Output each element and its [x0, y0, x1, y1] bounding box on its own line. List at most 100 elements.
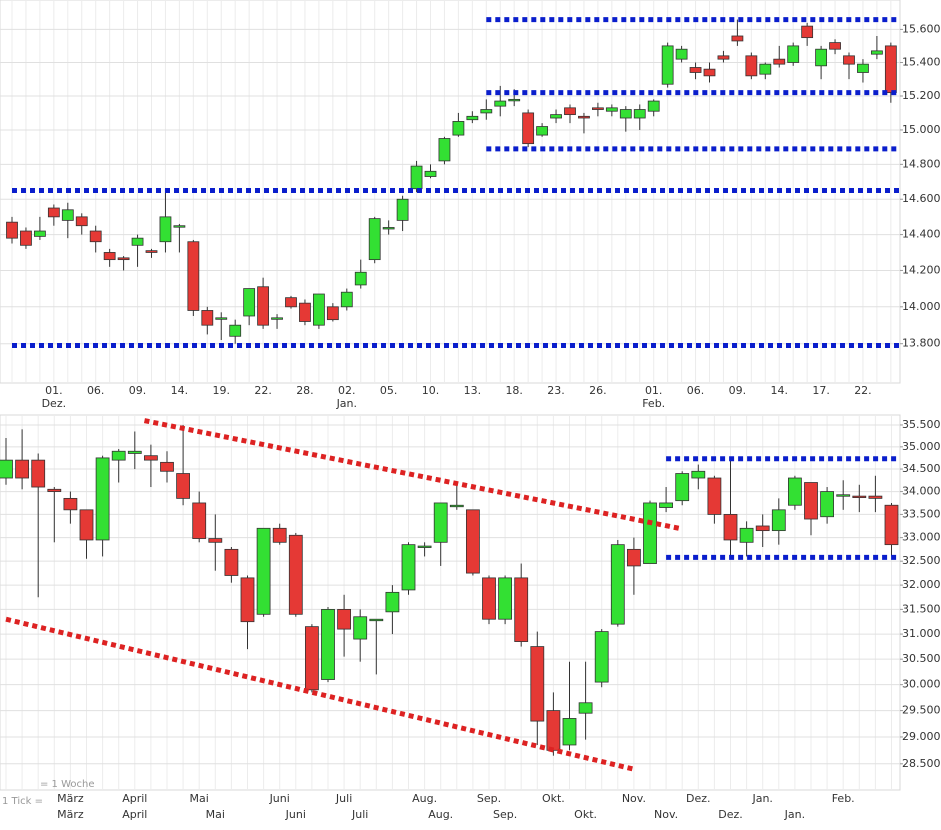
x-month-label: Sep. — [493, 808, 517, 821]
candle-body — [745, 55, 758, 77]
candle-body — [117, 257, 130, 261]
candle-body — [326, 306, 339, 321]
candle-body — [647, 100, 660, 112]
x-tick-label: 09. — [729, 384, 747, 397]
y-tick-label: 30.500 — [902, 652, 941, 665]
candle-body — [449, 504, 464, 508]
y-tick-label: 13.800 — [902, 337, 941, 350]
x-tick-label: Sep. — [477, 792, 501, 805]
candle-body — [703, 68, 716, 77]
candle-body — [868, 495, 883, 499]
y-tick-label: 35.000 — [902, 440, 941, 453]
x-tick-label: 28. — [296, 384, 314, 397]
candle-body — [340, 291, 353, 308]
x-month-label: Feb. — [642, 397, 665, 410]
x-tick-label: März — [57, 792, 84, 805]
candle-body — [788, 477, 802, 506]
candle-body — [759, 63, 772, 75]
candle-body — [508, 98, 521, 102]
y-tick-label: 15.400 — [902, 55, 941, 68]
y-tick-label: 31.000 — [902, 627, 941, 640]
candle-body — [321, 608, 335, 680]
candle-body — [605, 107, 618, 112]
candle-body — [852, 495, 867, 499]
candle-body — [689, 67, 702, 73]
candle-body — [723, 514, 738, 541]
candle-body — [675, 473, 690, 502]
candle-body — [739, 527, 754, 543]
x-tick-label: April — [122, 792, 147, 805]
candle-body — [34, 230, 46, 237]
x-tick-label: 01. — [645, 384, 663, 397]
candle-body — [288, 534, 303, 615]
x-month-label: Nov. — [654, 808, 678, 821]
x-tick-label: 14. — [771, 384, 789, 397]
candle-body — [884, 504, 899, 546]
candle-body — [111, 450, 126, 461]
candle-body — [410, 165, 423, 190]
candle-body — [820, 491, 834, 518]
candle-body — [15, 459, 30, 479]
x-month-label: Okt. — [574, 808, 597, 821]
candle-body — [368, 218, 381, 261]
y-tick-label: 33.000 — [902, 531, 941, 544]
x-tick-label: 10. — [422, 384, 440, 397]
candle-body — [176, 473, 191, 499]
y-tick-label: 30.000 — [902, 678, 941, 691]
candle-body — [75, 216, 88, 227]
candle-body — [466, 115, 479, 121]
x-tick-label: Aug. — [412, 792, 437, 805]
y-tick-label: 15.600 — [902, 22, 941, 35]
x-month-label: Mai — [206, 808, 225, 821]
candle-body — [256, 527, 271, 615]
candle-body — [498, 577, 513, 620]
candle-body — [536, 126, 548, 136]
candle-body — [562, 718, 577, 746]
plot-area — [0, 414, 901, 791]
candle-body — [89, 230, 102, 243]
candle-body — [143, 455, 158, 461]
x-tick-label: 22. — [854, 384, 872, 397]
x-tick-label: Nov. — [622, 792, 646, 805]
y-tick-label: 35.500 — [902, 418, 941, 431]
candle-body — [480, 109, 493, 114]
candle-body — [0, 459, 13, 479]
candle-body — [643, 502, 657, 564]
candle-body — [229, 324, 242, 337]
x-tick-label: 19. — [213, 384, 231, 397]
candle-body — [438, 138, 451, 162]
candle-body — [546, 710, 561, 751]
candle-body — [131, 237, 144, 246]
x-tick-label: Juli — [335, 792, 352, 805]
candle-body — [312, 293, 325, 326]
candle-body — [271, 317, 283, 320]
x-tick-label: 06. — [687, 384, 705, 397]
candle-body — [564, 107, 576, 116]
y-tick-label: 32.500 — [902, 554, 941, 567]
candle-body — [773, 58, 786, 65]
candle-body — [530, 646, 545, 722]
y-tick-label: 15.200 — [902, 89, 941, 102]
candle-body — [47, 488, 62, 492]
candle-body — [787, 45, 800, 63]
x-tick-label: 01. — [45, 384, 63, 397]
y-tick-label: 29.000 — [902, 730, 941, 743]
candle-body — [31, 459, 46, 488]
x-tick-label: 23. — [547, 384, 565, 397]
candle-body — [401, 544, 416, 591]
candle-body — [482, 577, 496, 620]
candle-body — [829, 42, 841, 50]
x-month-label: Dez. — [718, 808, 743, 821]
candle-body — [578, 702, 593, 714]
candle-body — [354, 271, 367, 286]
candle-body — [731, 35, 744, 42]
y-tick-label: 14.200 — [902, 263, 941, 276]
candle-body — [396, 198, 409, 221]
candle-body — [63, 497, 78, 511]
candle-body — [857, 63, 869, 73]
candle-body — [127, 450, 142, 454]
panel: 28.500 29.000 29.500 30.000 30.500 31.000 31.5… — [0, 414, 941, 821]
y-tick-label: 33.500 — [902, 507, 941, 520]
candle-body — [385, 591, 400, 613]
